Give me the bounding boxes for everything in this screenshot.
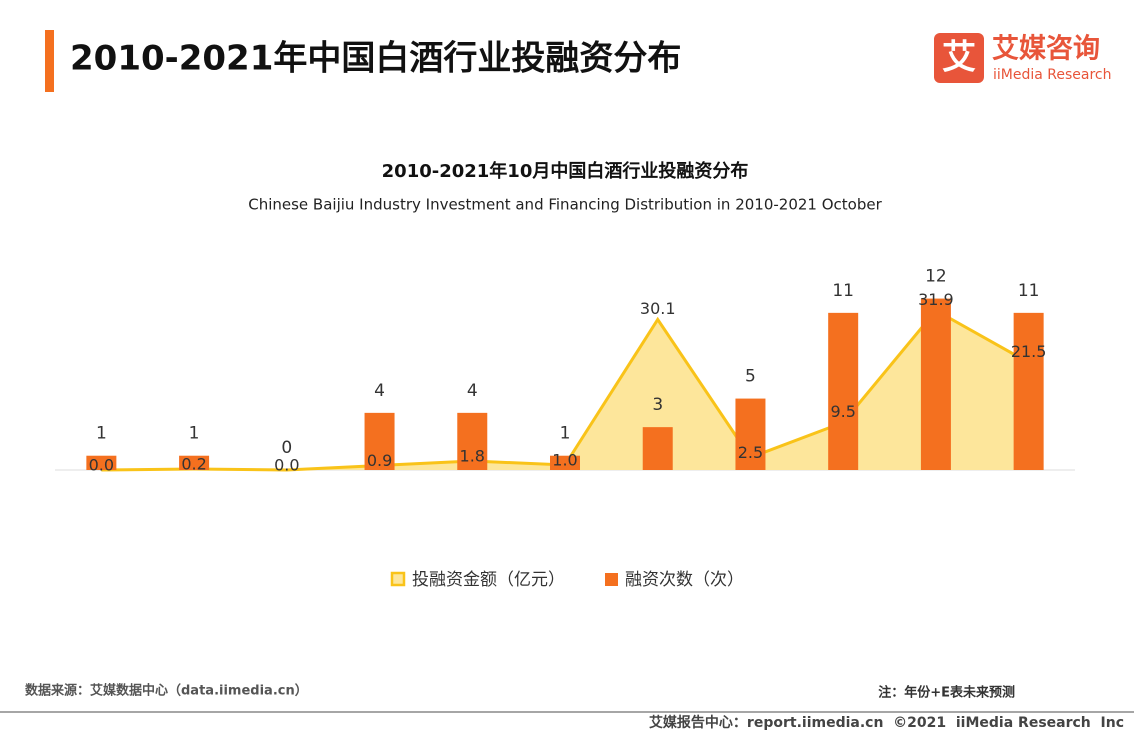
- bar: [179, 455, 210, 470]
- bar: [1013, 312, 1044, 470]
- area-label: 0.2: [181, 455, 206, 474]
- bar-label: 4: [467, 381, 478, 401]
- legend-swatch: [390, 571, 406, 587]
- area-label: 1.0: [552, 451, 577, 470]
- bar-label: 1: [96, 424, 107, 444]
- bar-label: 4: [374, 381, 385, 401]
- area-label: 31.9: [918, 290, 954, 309]
- legend-label: 融资次数（次）: [625, 570, 744, 590]
- bar: [550, 455, 580, 470]
- bar: [828, 312, 859, 470]
- bar-label: 5: [745, 367, 756, 387]
- bar: [457, 412, 488, 470]
- logo-cn: 艾媒咨询: [992, 33, 1100, 65]
- chart-subtitle: Chinese Baijiu Industry Investment and F…: [248, 196, 882, 214]
- page-title: 2010-2021年中国白酒行业投融资分布: [70, 39, 681, 79]
- area-label: 21.5: [1011, 342, 1047, 361]
- bar-label: 1: [560, 424, 571, 444]
- area-label: 0.0: [274, 456, 299, 475]
- bar: [86, 455, 117, 470]
- area-label: 0.9: [367, 451, 392, 470]
- title-accent: [45, 30, 54, 92]
- area-label: 1.8: [460, 447, 485, 466]
- bar: [642, 427, 673, 470]
- bar: [920, 298, 951, 470]
- chart-title: 2010-2021年10月中国白酒行业投融资分布: [382, 160, 749, 182]
- area-label: 30.1: [640, 299, 676, 318]
- logo-en: iiMedia Research: [993, 67, 1112, 83]
- legend-label: 投融资金额（亿元）: [412, 570, 565, 590]
- logo-icon: 艾: [942, 38, 976, 78]
- bar-label: 11: [832, 281, 854, 301]
- legend-swatch: [605, 573, 618, 586]
- source: 数据来源：艾媒数据中心（data.iimedia.cn）: [25, 683, 308, 699]
- bar-label: 1: [189, 424, 200, 444]
- area-label: 2.5: [738, 443, 763, 462]
- bar-label: 11: [1018, 281, 1040, 301]
- bar-label: 12: [925, 267, 947, 287]
- logo-box: [934, 33, 984, 83]
- area-label: 0.0: [89, 456, 114, 475]
- area-label: 9.5: [830, 402, 855, 421]
- bar: [735, 398, 766, 470]
- bar: [364, 412, 395, 470]
- copyright: 艾媒报告中心：report.iimedia.cn ©2021 iiMedia R…: [649, 714, 1124, 731]
- area: [101, 310, 1029, 470]
- note: 注：年份+E表未来预测: [878, 685, 1015, 701]
- bar-label: 0: [281, 438, 292, 458]
- bar-label: 3: [652, 395, 663, 415]
